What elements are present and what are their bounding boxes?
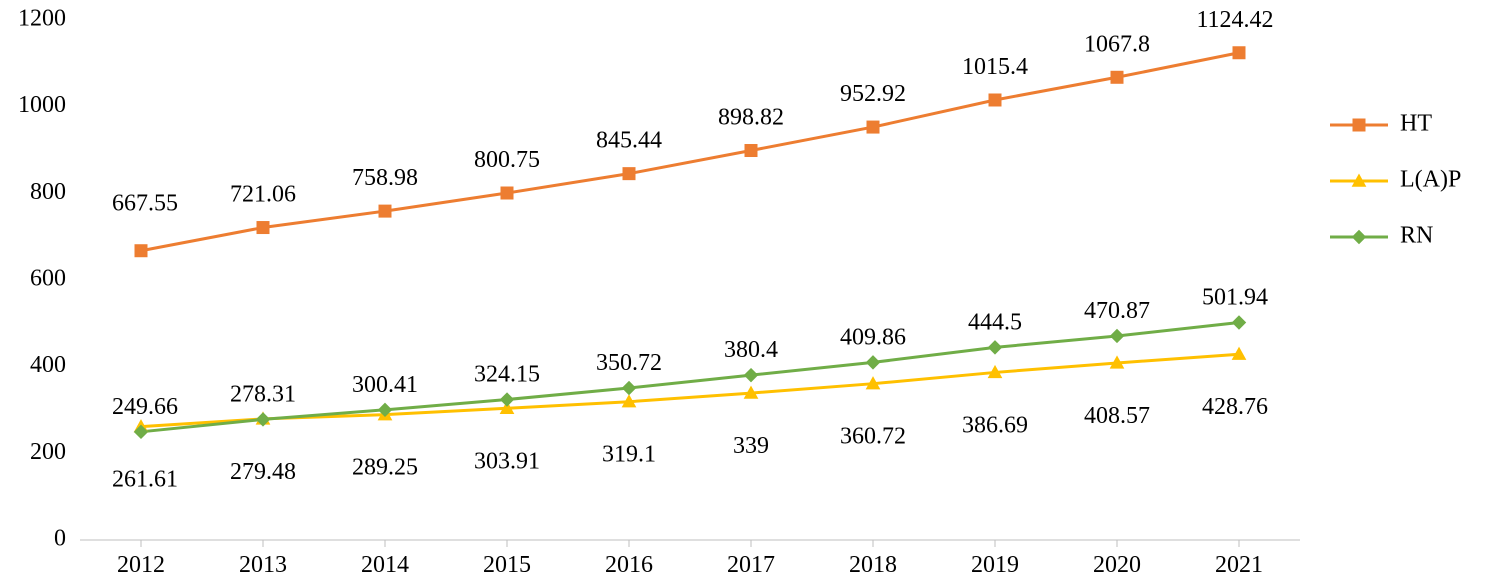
series-marker-HT bbox=[623, 168, 635, 180]
data-label-RN: 409.86 bbox=[840, 324, 906, 350]
y-tick-label: 0 bbox=[54, 526, 66, 552]
series-marker-HT bbox=[745, 145, 757, 157]
y-tick-label: 1000 bbox=[18, 92, 66, 118]
chart-svg: 0 200 400 600 800 1000 1200 2012 2013 2014 2015 201… bbox=[0, 0, 1489, 587]
x-tick-label: 2012 bbox=[117, 552, 165, 578]
data-label-LAP: 386.69 bbox=[962, 412, 1028, 438]
data-label-RN: 380.4 bbox=[724, 337, 778, 363]
data-label-LAP: 339 bbox=[733, 433, 769, 459]
data-label-LAP: 289.25 bbox=[352, 455, 418, 481]
data-label-LAP: 360.72 bbox=[840, 424, 906, 450]
y-tick-label: 1200 bbox=[18, 6, 66, 32]
series-marker-HT bbox=[1111, 71, 1123, 83]
data-label-HT: 721.06 bbox=[230, 182, 296, 208]
data-label-LAP: 408.57 bbox=[1084, 403, 1150, 429]
series-marker-HT bbox=[257, 222, 269, 234]
y-tick-label: 600 bbox=[30, 266, 66, 292]
data-label-LAP: 303.91 bbox=[474, 448, 540, 474]
data-label-HT: 758.98 bbox=[352, 165, 418, 191]
x-tick-label: 2018 bbox=[849, 552, 897, 578]
data-label-HT: 1015.4 bbox=[962, 54, 1028, 80]
data-label-LAP: 428.76 bbox=[1202, 394, 1268, 420]
data-label-RN: 501.94 bbox=[1202, 284, 1268, 310]
x-tick-label: 2019 bbox=[971, 552, 1019, 578]
data-label-HT: 845.44 bbox=[596, 128, 662, 154]
series-marker-HT bbox=[501, 187, 513, 199]
data-label-RN: 350.72 bbox=[596, 350, 662, 376]
data-label-HT: 1124.42 bbox=[1196, 7, 1273, 33]
x-tick-label: 2020 bbox=[1093, 552, 1141, 578]
data-label-HT: 898.82 bbox=[718, 105, 784, 131]
series-marker-HT bbox=[989, 94, 1001, 106]
series-marker-HT bbox=[379, 205, 391, 217]
data-label-HT: 952.92 bbox=[840, 81, 906, 107]
data-label-RN: 324.15 bbox=[474, 362, 540, 388]
data-label-HT: 1067.8 bbox=[1084, 31, 1150, 57]
line-chart: 0 200 400 600 800 1000 1200 2012 2013 2014 2015 201… bbox=[0, 0, 1489, 587]
x-tick-label: 2014 bbox=[361, 552, 409, 578]
y-tick-label: 200 bbox=[30, 439, 66, 465]
x-tick-label: 2017 bbox=[727, 552, 775, 578]
data-label-LAP: 319.1 bbox=[602, 442, 656, 468]
legend-label-RN: RN bbox=[1400, 223, 1433, 249]
data-label-LAP: 261.61 bbox=[112, 467, 178, 493]
x-tick-label: 2021 bbox=[1215, 552, 1263, 578]
data-label-RN: 278.31 bbox=[230, 381, 296, 407]
data-label-RN: 249.66 bbox=[112, 394, 178, 420]
y-tick-label: 400 bbox=[30, 352, 66, 378]
data-label-LAP: 279.48 bbox=[230, 459, 296, 485]
series-marker-HT bbox=[135, 245, 147, 257]
data-label-HT: 800.75 bbox=[474, 147, 540, 173]
series-marker-HT bbox=[1233, 47, 1245, 59]
data-label-RN: 300.41 bbox=[352, 372, 418, 398]
y-tick-label: 800 bbox=[30, 179, 66, 205]
data-label-RN: 470.87 bbox=[1084, 298, 1150, 324]
data-label-RN: 444.5 bbox=[968, 309, 1022, 335]
series-marker-HT bbox=[867, 121, 879, 133]
legend-label-HT: HT bbox=[1400, 111, 1432, 137]
data-label-HT: 667.55 bbox=[112, 191, 178, 217]
x-tick-label: 2016 bbox=[605, 552, 653, 578]
x-tick-label: 2013 bbox=[239, 552, 287, 578]
legend-marker-HT bbox=[1353, 119, 1365, 131]
legend-label-LAP: L(A)P bbox=[1400, 167, 1461, 193]
x-tick-label: 2015 bbox=[483, 552, 531, 578]
